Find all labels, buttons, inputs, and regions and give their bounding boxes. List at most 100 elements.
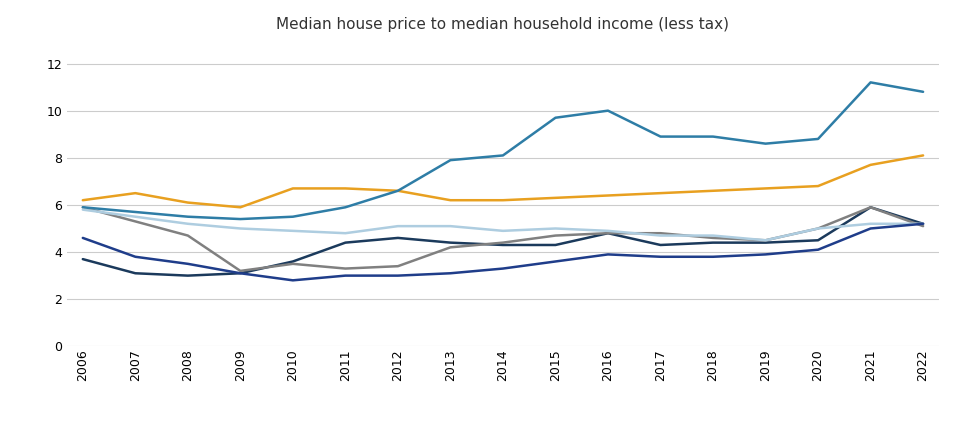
Australia (287, 186, 299, 191)
Ireland (77, 205, 88, 210)
Canada (235, 270, 246, 276)
Ireland (603, 230, 614, 236)
Canada (760, 240, 771, 245)
Ireland (760, 238, 771, 243)
Ireland (707, 235, 718, 241)
Line: United Kingdom: United Kingdom (82, 210, 924, 240)
Ireland (392, 264, 403, 269)
United States (918, 221, 929, 226)
Australia (182, 200, 194, 205)
Canada (445, 240, 456, 245)
United Kingdom (392, 223, 403, 229)
United Kingdom (812, 226, 824, 231)
Canada (918, 221, 929, 226)
United States (287, 278, 299, 283)
United Kingdom (340, 230, 352, 236)
United States (182, 261, 194, 266)
New Zealand (340, 205, 352, 210)
New Zealand (77, 205, 88, 210)
Australia (603, 193, 614, 198)
Title: Median house price to median household income (less tax): Median house price to median household i… (277, 17, 729, 32)
United Kingdom (287, 228, 299, 234)
Canada (287, 259, 299, 264)
United Kingdom (445, 223, 456, 229)
Canada (129, 270, 141, 276)
Ireland (340, 266, 352, 271)
Australia (550, 195, 561, 201)
New Zealand (760, 141, 771, 147)
Canada (182, 273, 194, 278)
United Kingdom (182, 221, 194, 226)
Ireland (235, 268, 246, 274)
New Zealand (707, 134, 718, 139)
United Kingdom (129, 214, 141, 219)
Canada (77, 257, 88, 262)
Canada (340, 240, 352, 245)
United Kingdom (654, 233, 666, 238)
New Zealand (812, 136, 824, 142)
Line: New Zealand: New Zealand (82, 83, 924, 219)
United States (129, 254, 141, 259)
United States (707, 254, 718, 259)
Ireland (182, 233, 194, 238)
Australia (129, 190, 141, 196)
Ireland (865, 205, 877, 210)
United States (550, 259, 561, 264)
United States (77, 235, 88, 241)
Australia (445, 198, 456, 203)
United States (392, 273, 403, 278)
Australia (812, 183, 824, 189)
United Kingdom (603, 228, 614, 234)
Australia (760, 186, 771, 191)
Canada (865, 205, 877, 210)
Canada (707, 240, 718, 245)
Canada (812, 238, 824, 243)
Line: Canada: Canada (82, 207, 924, 276)
United Kingdom (77, 207, 88, 212)
Australia (918, 153, 929, 158)
Ireland (129, 219, 141, 224)
United Kingdom (497, 228, 509, 234)
New Zealand (497, 153, 509, 158)
Ireland (918, 223, 929, 229)
Canada (654, 242, 666, 248)
New Zealand (918, 89, 929, 95)
New Zealand (603, 108, 614, 113)
New Zealand (392, 188, 403, 194)
Australia (865, 162, 877, 167)
Australia (77, 198, 88, 203)
United States (760, 252, 771, 257)
United States (235, 270, 246, 276)
Australia (654, 190, 666, 196)
Ireland (550, 233, 561, 238)
United Kingdom (707, 233, 718, 238)
Australia (235, 205, 246, 210)
United Kingdom (235, 226, 246, 231)
Australia (707, 188, 718, 194)
United Kingdom (918, 221, 929, 226)
Ireland (812, 226, 824, 231)
Line: Ireland: Ireland (82, 207, 924, 271)
Australia (497, 198, 509, 203)
New Zealand (865, 80, 877, 85)
New Zealand (287, 214, 299, 219)
Ireland (287, 261, 299, 266)
Canada (392, 235, 403, 241)
Australia (340, 186, 352, 191)
Ireland (445, 245, 456, 250)
United Kingdom (550, 226, 561, 231)
United States (865, 226, 877, 231)
United States (340, 273, 352, 278)
United States (497, 266, 509, 271)
New Zealand (654, 134, 666, 139)
United Kingdom (760, 238, 771, 243)
New Zealand (445, 158, 456, 163)
New Zealand (129, 209, 141, 214)
Ireland (497, 240, 509, 245)
Canada (550, 242, 561, 248)
United States (654, 254, 666, 259)
Australia (392, 188, 403, 194)
Canada (603, 230, 614, 236)
United States (445, 270, 456, 276)
United Kingdom (865, 221, 877, 226)
